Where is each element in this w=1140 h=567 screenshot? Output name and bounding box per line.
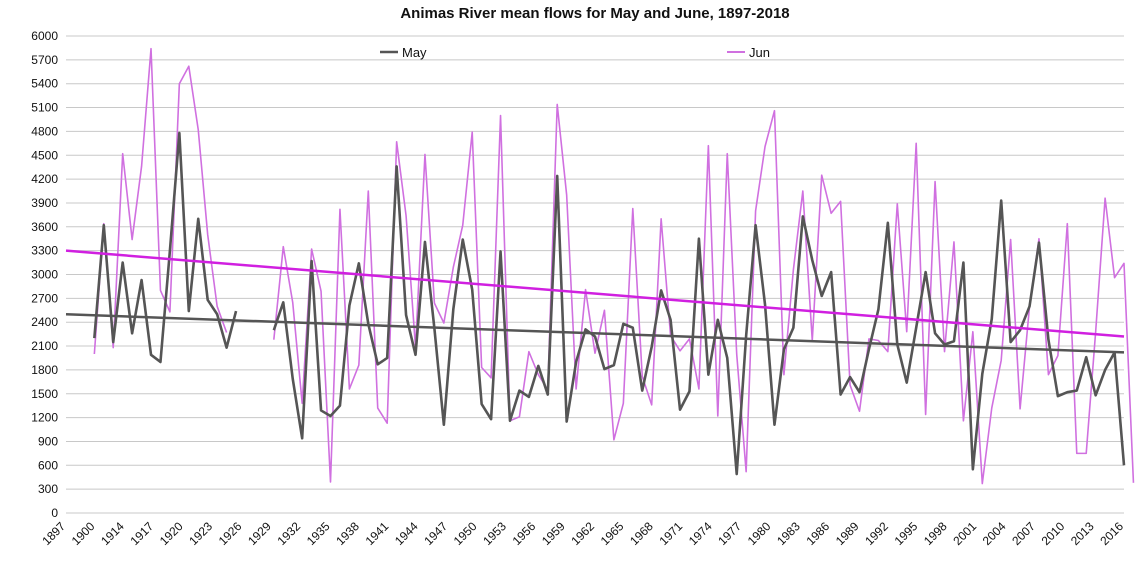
x-tick-label: 1971 [657, 519, 686, 548]
grid [66, 35, 1124, 514]
y-tick-label: 600 [38, 458, 58, 472]
y-axis: 0 300 600 900 1200 1500 1800 2100 2400 2700 3000 33… [31, 29, 58, 520]
x-tick-label: 1920 [157, 519, 186, 548]
series-may [93, 131, 1126, 476]
x-tick-label: 1941 [363, 519, 392, 548]
y-tick-label: 900 [38, 434, 58, 448]
chart-title: Animas River mean flows for May and June… [400, 5, 789, 22]
y-tick-label: 6000 [31, 29, 58, 43]
x-tick-label: 1914 [98, 519, 127, 548]
y-tick-label: 5700 [31, 53, 58, 67]
y-tick-label: 3900 [31, 196, 58, 210]
legend-may-label: May [402, 45, 427, 60]
y-tick-label: 3600 [31, 220, 58, 234]
y-tick-label: 1800 [31, 363, 58, 377]
x-tick-label: 1956 [510, 519, 539, 548]
x-tick-label: 1935 [304, 519, 333, 548]
x-tick-label: 1980 [745, 519, 774, 548]
x-tick-label: 2001 [950, 519, 979, 548]
legend: May Jun [380, 45, 770, 60]
y-tick-label: 4200 [31, 172, 58, 186]
x-tick-label: 2004 [980, 519, 1009, 548]
y-tick-label: 3000 [31, 268, 58, 282]
x-tick-label: 1929 [245, 519, 274, 548]
y-tick-label: 0 [51, 506, 58, 520]
x-tick-label: 2007 [1009, 519, 1038, 548]
x-tick-label: 1944 [392, 519, 421, 548]
y-tick-label: 5100 [31, 101, 58, 115]
x-tick-label: 1923 [186, 519, 215, 548]
x-tick-label: 1962 [568, 519, 597, 548]
trendline-may [65, 313, 1125, 354]
x-tick-label: 1947 [421, 519, 450, 548]
x-tick-label: 1917 [128, 519, 157, 548]
x-tick-label: 1953 [480, 519, 509, 548]
x-tick-label: 1974 [686, 519, 715, 548]
x-tick-label: 1968 [627, 519, 656, 548]
x-tick-label: 1926 [216, 519, 245, 548]
x-tick-label: 1986 [803, 519, 832, 548]
series-may-line [272, 165, 1126, 476]
series-jun [93, 47, 1135, 485]
x-tick-label: 1989 [833, 519, 862, 548]
y-tick-label: 300 [38, 482, 58, 496]
y-tick-label: 2700 [31, 291, 58, 305]
y-tick-label: 3300 [31, 244, 58, 258]
y-tick-label: 5400 [31, 77, 58, 91]
x-tick-label: 1932 [274, 519, 303, 548]
x-axis: 1897 1900 1914 1917 1920 1923 1926 1929 1932 1935… [39, 519, 1126, 548]
x-tick-label: 1983 [774, 519, 803, 548]
x-tick-label: 1900 [69, 519, 98, 548]
x-tick-label: 1998 [921, 519, 950, 548]
x-tick-label: 1897 [39, 519, 68, 548]
series-jun-line [93, 47, 228, 355]
x-tick-label: 2010 [1039, 519, 1068, 548]
y-tick-label: 4500 [31, 148, 58, 162]
x-tick-label: 1995 [892, 519, 921, 548]
trendline-jun [65, 249, 1125, 338]
y-tick-label: 2400 [31, 315, 58, 329]
series-may-line [93, 131, 238, 364]
x-tick-label: 1938 [333, 519, 362, 548]
x-tick-label: 2016 [1097, 519, 1126, 548]
x-tick-label: 1992 [862, 519, 891, 548]
y-tick-label: 1500 [31, 387, 58, 401]
x-tick-label: 1950 [451, 519, 480, 548]
y-tick-label: 1200 [31, 411, 58, 425]
series-layer [65, 47, 1135, 485]
y-tick-label: 2100 [31, 339, 58, 353]
y-tick-label: 4800 [31, 124, 58, 138]
series-jun-line [273, 103, 1135, 485]
x-tick-label: 1977 [715, 519, 744, 548]
x-tick-label: 2013 [1068, 519, 1097, 548]
legend-jun-label: Jun [749, 45, 770, 60]
x-tick-label: 1965 [598, 519, 627, 548]
x-tick-label: 1959 [539, 519, 568, 548]
